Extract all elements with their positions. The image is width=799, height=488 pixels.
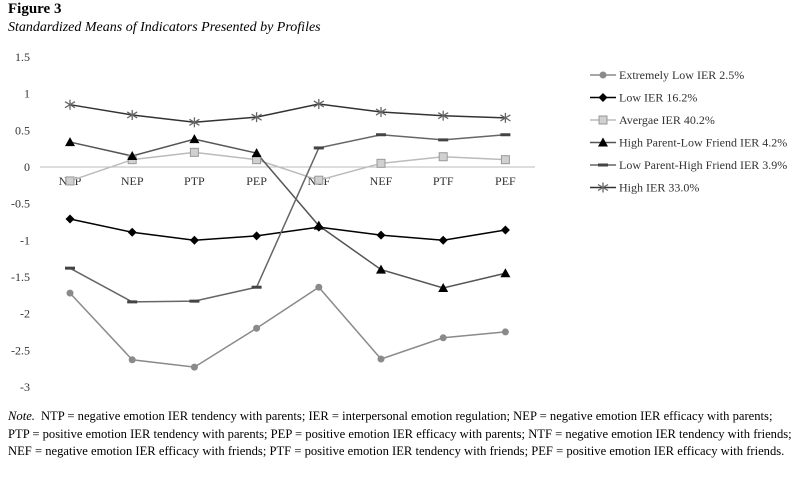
figure-note: Note. NTP = negative emotion IER tendency… [8,408,793,461]
data-point-4-2 [189,299,200,303]
figure-label: Figure 3 [8,1,62,17]
legend-label: Extremely Low IER 2.5% [619,68,744,82]
x-tick-label: NEP [121,174,144,188]
data-point-4-6 [438,138,449,142]
data-point-0-1 [128,356,136,364]
series-line-2 [69,151,506,182]
legend-label: High IER 33.0% [619,181,699,195]
line-chart: 1.510.50-0.5-1-1.5-2-2.5-3NTPNEPPTPPEPNT… [11,50,787,394]
x-tick-label: PTF [433,174,454,188]
y-tick-label: 1.5 [15,50,30,64]
data-point-1-2 [189,235,199,245]
data-point-3-1 [127,151,138,161]
data-point-4-7 [500,133,511,137]
data-point-5-1 [126,109,138,120]
data-point-1-7 [500,225,510,235]
data-point-3-7 [500,268,511,278]
x-tick-label: NEF [370,174,393,188]
figure-subtitle: Standardized Means of Indicators Present… [8,20,321,35]
data-point-2-5 [376,158,386,168]
note-label: Note. [8,409,35,423]
data-point-5-7 [500,112,511,123]
y-tick-label: -2.5 [11,343,30,357]
data-point-0-4 [315,283,323,291]
data-point-1-5 [376,230,386,240]
data-point-3-6 [438,282,449,292]
data-point-0-6 [439,334,447,342]
x-tick-label: PEF [495,174,516,188]
data-point-5-5 [375,107,387,118]
x-tick-label: PTP [184,174,205,188]
data-point-2-4 [314,175,324,185]
data-point-0-3 [253,324,261,332]
legend-label: Low IER 16.2% [619,91,697,105]
data-point-3-2 [189,134,200,144]
data-point-3-3 [251,148,262,158]
data-point-5-6 [437,110,449,121]
data-point-3-0 [65,137,75,147]
series-line-3 [69,138,506,289]
y-tick-label: 1 [24,87,30,101]
legend-label: Avergae IER 40.2% [619,113,715,127]
data-point-3-5 [376,264,386,274]
data-point-0-7 [501,328,509,336]
legend-marker [597,182,609,193]
data-point-4-4 [313,146,324,150]
legend-marker [598,163,608,167]
y-tick-label: 0 [24,160,30,174]
data-point-4-1 [127,300,138,304]
x-tick-label: PEP [246,174,267,188]
legend-marker [598,115,608,125]
series-line-5 [69,103,506,124]
data-point-0-5 [377,355,385,363]
data-point-1-3 [252,231,262,241]
data-point-0-0 [66,289,74,297]
data-point-5-4 [313,98,325,109]
data-point-3-4 [313,220,324,230]
data-point-4-5 [376,133,386,137]
y-tick-label: -1 [20,233,30,247]
data-point-1-6 [438,235,448,245]
data-point-5-3 [251,112,262,123]
legend-label: High Parent-Low Friend IER 4.2% [619,136,787,150]
y-tick-label: -0.5 [11,197,30,211]
data-point-0-2 [190,363,198,371]
y-tick-label: -1.5 [11,270,30,284]
series-line-0 [69,286,506,368]
y-tick-label: -3 [20,380,30,394]
data-point-5-0 [64,99,76,110]
legend-label: Low Parent-High Friend IER 3.9% [619,158,787,172]
legend-marker [598,93,608,102]
data-point-2-6 [438,152,448,162]
series-line-1 [69,218,506,242]
data-point-2-2 [189,147,199,157]
data-point-2-7 [500,155,510,165]
data-point-1-0 [65,214,75,224]
legend-marker [598,137,608,147]
y-tick-label: 0.5 [15,123,30,137]
legend-marker [599,71,607,79]
data-point-2-0 [65,176,75,186]
data-point-1-1 [127,227,137,237]
data-point-5-2 [189,117,200,128]
data-point-4-3 [251,285,262,289]
series-line-4 [69,133,506,303]
note-text: NTP = negative emotion IER tendency with… [8,409,792,458]
data-point-4-0 [65,266,75,270]
y-tick-label: -2 [20,307,30,321]
